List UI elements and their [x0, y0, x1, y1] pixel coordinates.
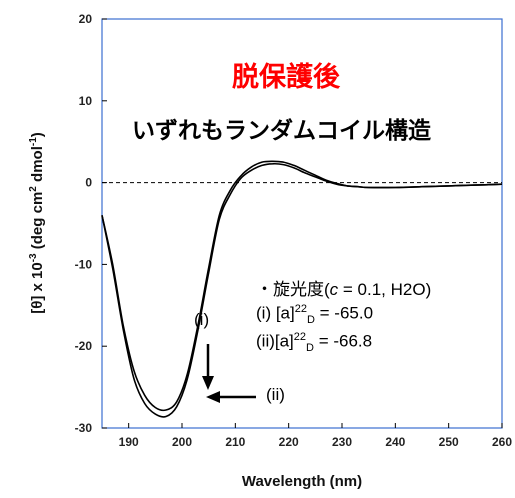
- series-line-ii: [101, 160, 503, 412]
- plot-frame: [101, 18, 503, 429]
- y-tick-label: -20: [75, 339, 93, 353]
- heading-deprotected: 脱保護後: [232, 62, 340, 93]
- y-ticks: 20 10 0 -10 -20 -30: [75, 12, 107, 435]
- y-tick-label: -30: [75, 421, 93, 435]
- x-tick-label: 190: [119, 435, 139, 449]
- x-tick-label: 250: [439, 435, 459, 449]
- x-axis-label: Wavelength (nm): [242, 473, 362, 490]
- rotation-line-i: (i) [a]22D = -65.0: [256, 303, 374, 327]
- series-group: [101, 160, 503, 418]
- y-tick-label: -10: [75, 257, 93, 271]
- x-tick-label: 240: [385, 435, 405, 449]
- arrow-ii-head: [206, 391, 220, 403]
- rotation-title: ・旋光度(c = 0.1, H2O): [256, 280, 432, 299]
- series-label-ii: (ii): [266, 385, 285, 404]
- x-tick-label: 210: [225, 435, 245, 449]
- x-tick-label: 260: [492, 435, 512, 449]
- x-tick-label: 220: [279, 435, 299, 449]
- x-tick-label: 230: [332, 435, 352, 449]
- plot-area: 190 200 210 220 230 240 250 260 20 10 0 -10 -20 -30: [75, 12, 513, 449]
- x-ticks: 190 200 210 220 230 240 250 260: [119, 423, 512, 449]
- rotation-line-ii: (ii)[a]22D = -66.8: [256, 331, 373, 355]
- y-tick-label: 0: [85, 176, 92, 190]
- y-tick-label: 10: [79, 94, 93, 108]
- series-label-i: (i): [194, 310, 210, 329]
- y-axis-label: [θ] x 10-3 (deg cm2 dmol-1): [28, 132, 46, 314]
- heading-random-coil: いずれもランダムコイル構造: [132, 118, 431, 144]
- y-tick-label: 20: [79, 12, 93, 26]
- x-tick-label: 200: [172, 435, 192, 449]
- arrow-i-head: [202, 376, 214, 390]
